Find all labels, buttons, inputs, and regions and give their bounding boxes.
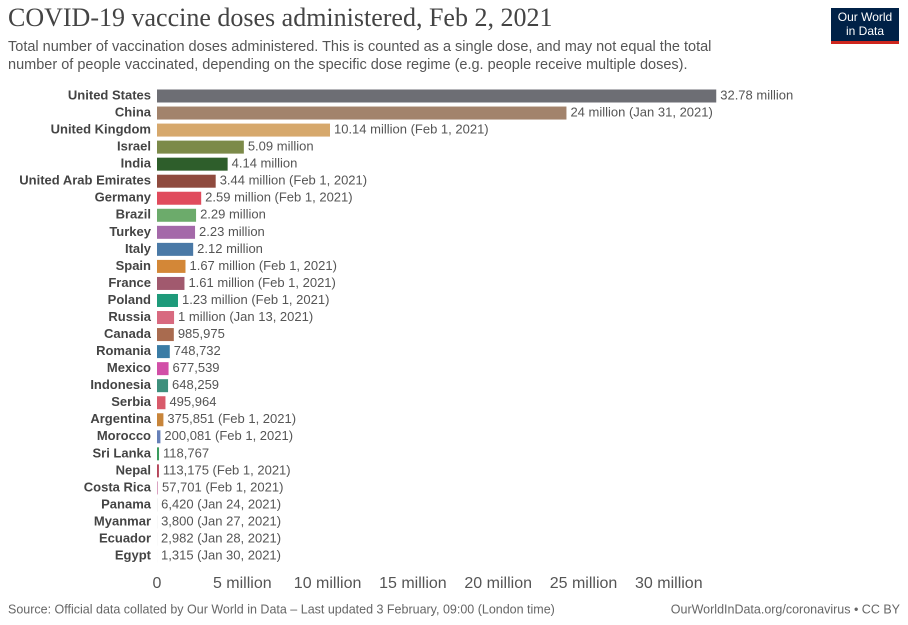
bar <box>157 191 202 205</box>
value-label: 5.09 million <box>248 139 314 154</box>
bar <box>157 208 197 222</box>
value-label: 375,851 (Feb 1, 2021) <box>167 411 296 426</box>
y-tick-label: Sri Lanka <box>92 445 151 460</box>
bar <box>157 447 160 461</box>
value-label: 200,081 (Feb 1, 2021) <box>164 428 293 443</box>
value-label: 748,732 <box>174 343 221 358</box>
x-tick-label: 25 million <box>550 575 618 592</box>
value-label: 2.29 million <box>200 207 266 222</box>
value-label: 32.78 million <box>720 87 793 102</box>
value-label: 1.61 million (Feb 1, 2021) <box>188 275 335 290</box>
bar <box>157 174 216 188</box>
value-label: 648,259 <box>172 377 219 392</box>
y-tick-label: Costa Rica <box>84 479 152 494</box>
value-label: 4.14 million <box>232 156 298 171</box>
value-label: 118,767 <box>163 445 209 460</box>
logo-stripe <box>831 41 899 44</box>
bar <box>157 123 330 137</box>
value-label: 3,800 (Jan 27, 2021) <box>161 513 281 528</box>
y-tick-label: Brazil <box>116 207 151 222</box>
bar <box>157 345 170 359</box>
logo-text: Our World <box>838 10 892 24</box>
value-label: 6,420 (Jan 24, 2021) <box>161 496 281 511</box>
bar <box>157 140 244 154</box>
y-tick-label: Argentina <box>90 411 151 426</box>
y-tick-label: Indonesia <box>90 377 151 392</box>
value-label: 1.23 million (Feb 1, 2021) <box>182 292 329 307</box>
value-label: 2.12 million <box>197 241 263 256</box>
bar <box>157 259 186 273</box>
x-tick-label: 10 million <box>294 575 362 592</box>
bar <box>157 379 169 393</box>
y-tick-label: Spain <box>116 258 151 273</box>
value-label: 10.14 million (Feb 1, 2021) <box>334 122 489 137</box>
chart-title: COVID-19 vaccine doses administered, Feb… <box>8 3 552 32</box>
bar <box>157 106 567 120</box>
subtitle: Total number of vaccination doses admini… <box>8 39 711 55</box>
logo[interactable]: Our World in Data <box>831 8 899 44</box>
bar <box>157 413 164 427</box>
y-tick-label: United Arab Emirates <box>19 173 151 188</box>
x-tick-label: 0 <box>153 575 162 592</box>
bar <box>157 242 194 256</box>
y-tick-label: Serbia <box>111 394 152 409</box>
y-tick-label: United States <box>68 87 151 102</box>
bar <box>157 430 161 444</box>
value-label: 1,315 (Jan 30, 2021) <box>161 548 281 563</box>
y-tick-label: Poland <box>108 292 151 307</box>
bar <box>157 276 185 290</box>
y-tick-label: Italy <box>125 241 152 256</box>
value-label: 3.44 million (Feb 1, 2021) <box>220 173 367 188</box>
y-tick-label: Canada <box>104 326 152 341</box>
bar <box>157 328 174 342</box>
x-tick-label: 30 million <box>635 575 703 592</box>
bar <box>157 225 196 239</box>
logo-text: in Data <box>846 24 884 38</box>
bar <box>157 89 717 103</box>
source-url[interactable]: OurWorldInData.org/coronavirus • CC BY <box>671 602 901 616</box>
y-tick-label: United Kingdom <box>51 122 151 137</box>
y-tick-label: Morocco <box>97 428 151 443</box>
value-label: 57,701 (Feb 1, 2021) <box>162 479 283 494</box>
y-tick-label: India <box>121 156 152 171</box>
bar <box>157 311 175 325</box>
y-tick-label: Myanmar <box>94 513 151 528</box>
source: Source: Official data collated by Our Wo… <box>8 602 555 616</box>
y-tick-label: Nepal <box>116 462 151 477</box>
logo-box <box>831 8 899 44</box>
y-tick-label: Mexico <box>107 360 151 375</box>
bar <box>157 396 166 410</box>
x-tick-label: 15 million <box>379 575 447 592</box>
y-tick-label: Israel <box>117 139 151 154</box>
value-label: 2.23 million <box>199 224 265 239</box>
y-tick-label: France <box>108 275 151 290</box>
bar <box>157 157 228 171</box>
value-label: 113,175 (Feb 1, 2021) <box>163 462 291 477</box>
y-tick-label: Ecuador <box>99 530 151 545</box>
subtitle: number of people vaccinated, depending o… <box>8 57 688 73</box>
bar <box>157 293 178 307</box>
value-label: 24 million (Jan 31, 2021) <box>570 104 712 119</box>
bar <box>157 464 159 478</box>
value-label: 1 million (Jan 13, 2021) <box>178 309 313 324</box>
value-label: 985,975 <box>178 326 225 341</box>
value-label: 2,982 (Jan 28, 2021) <box>161 530 281 545</box>
value-label: 1.67 million (Feb 1, 2021) <box>189 258 336 273</box>
y-tick-label: China <box>115 104 152 119</box>
value-label: 677,539 <box>173 360 220 375</box>
y-tick-label: Romania <box>96 343 152 358</box>
y-tick-label: Turkey <box>109 224 151 239</box>
y-tick-label: Russia <box>108 309 151 324</box>
y-tick-label: Egypt <box>115 548 152 563</box>
bar <box>157 481 158 495</box>
x-tick-label: 20 million <box>464 575 532 592</box>
value-label: 495,964 <box>169 394 216 409</box>
y-tick-label: Germany <box>95 190 152 205</box>
value-label: 2.59 million (Feb 1, 2021) <box>205 190 352 205</box>
y-tick-label: Panama <box>101 496 152 511</box>
bar <box>157 362 169 376</box>
x-tick-label: 5 million <box>213 575 272 592</box>
